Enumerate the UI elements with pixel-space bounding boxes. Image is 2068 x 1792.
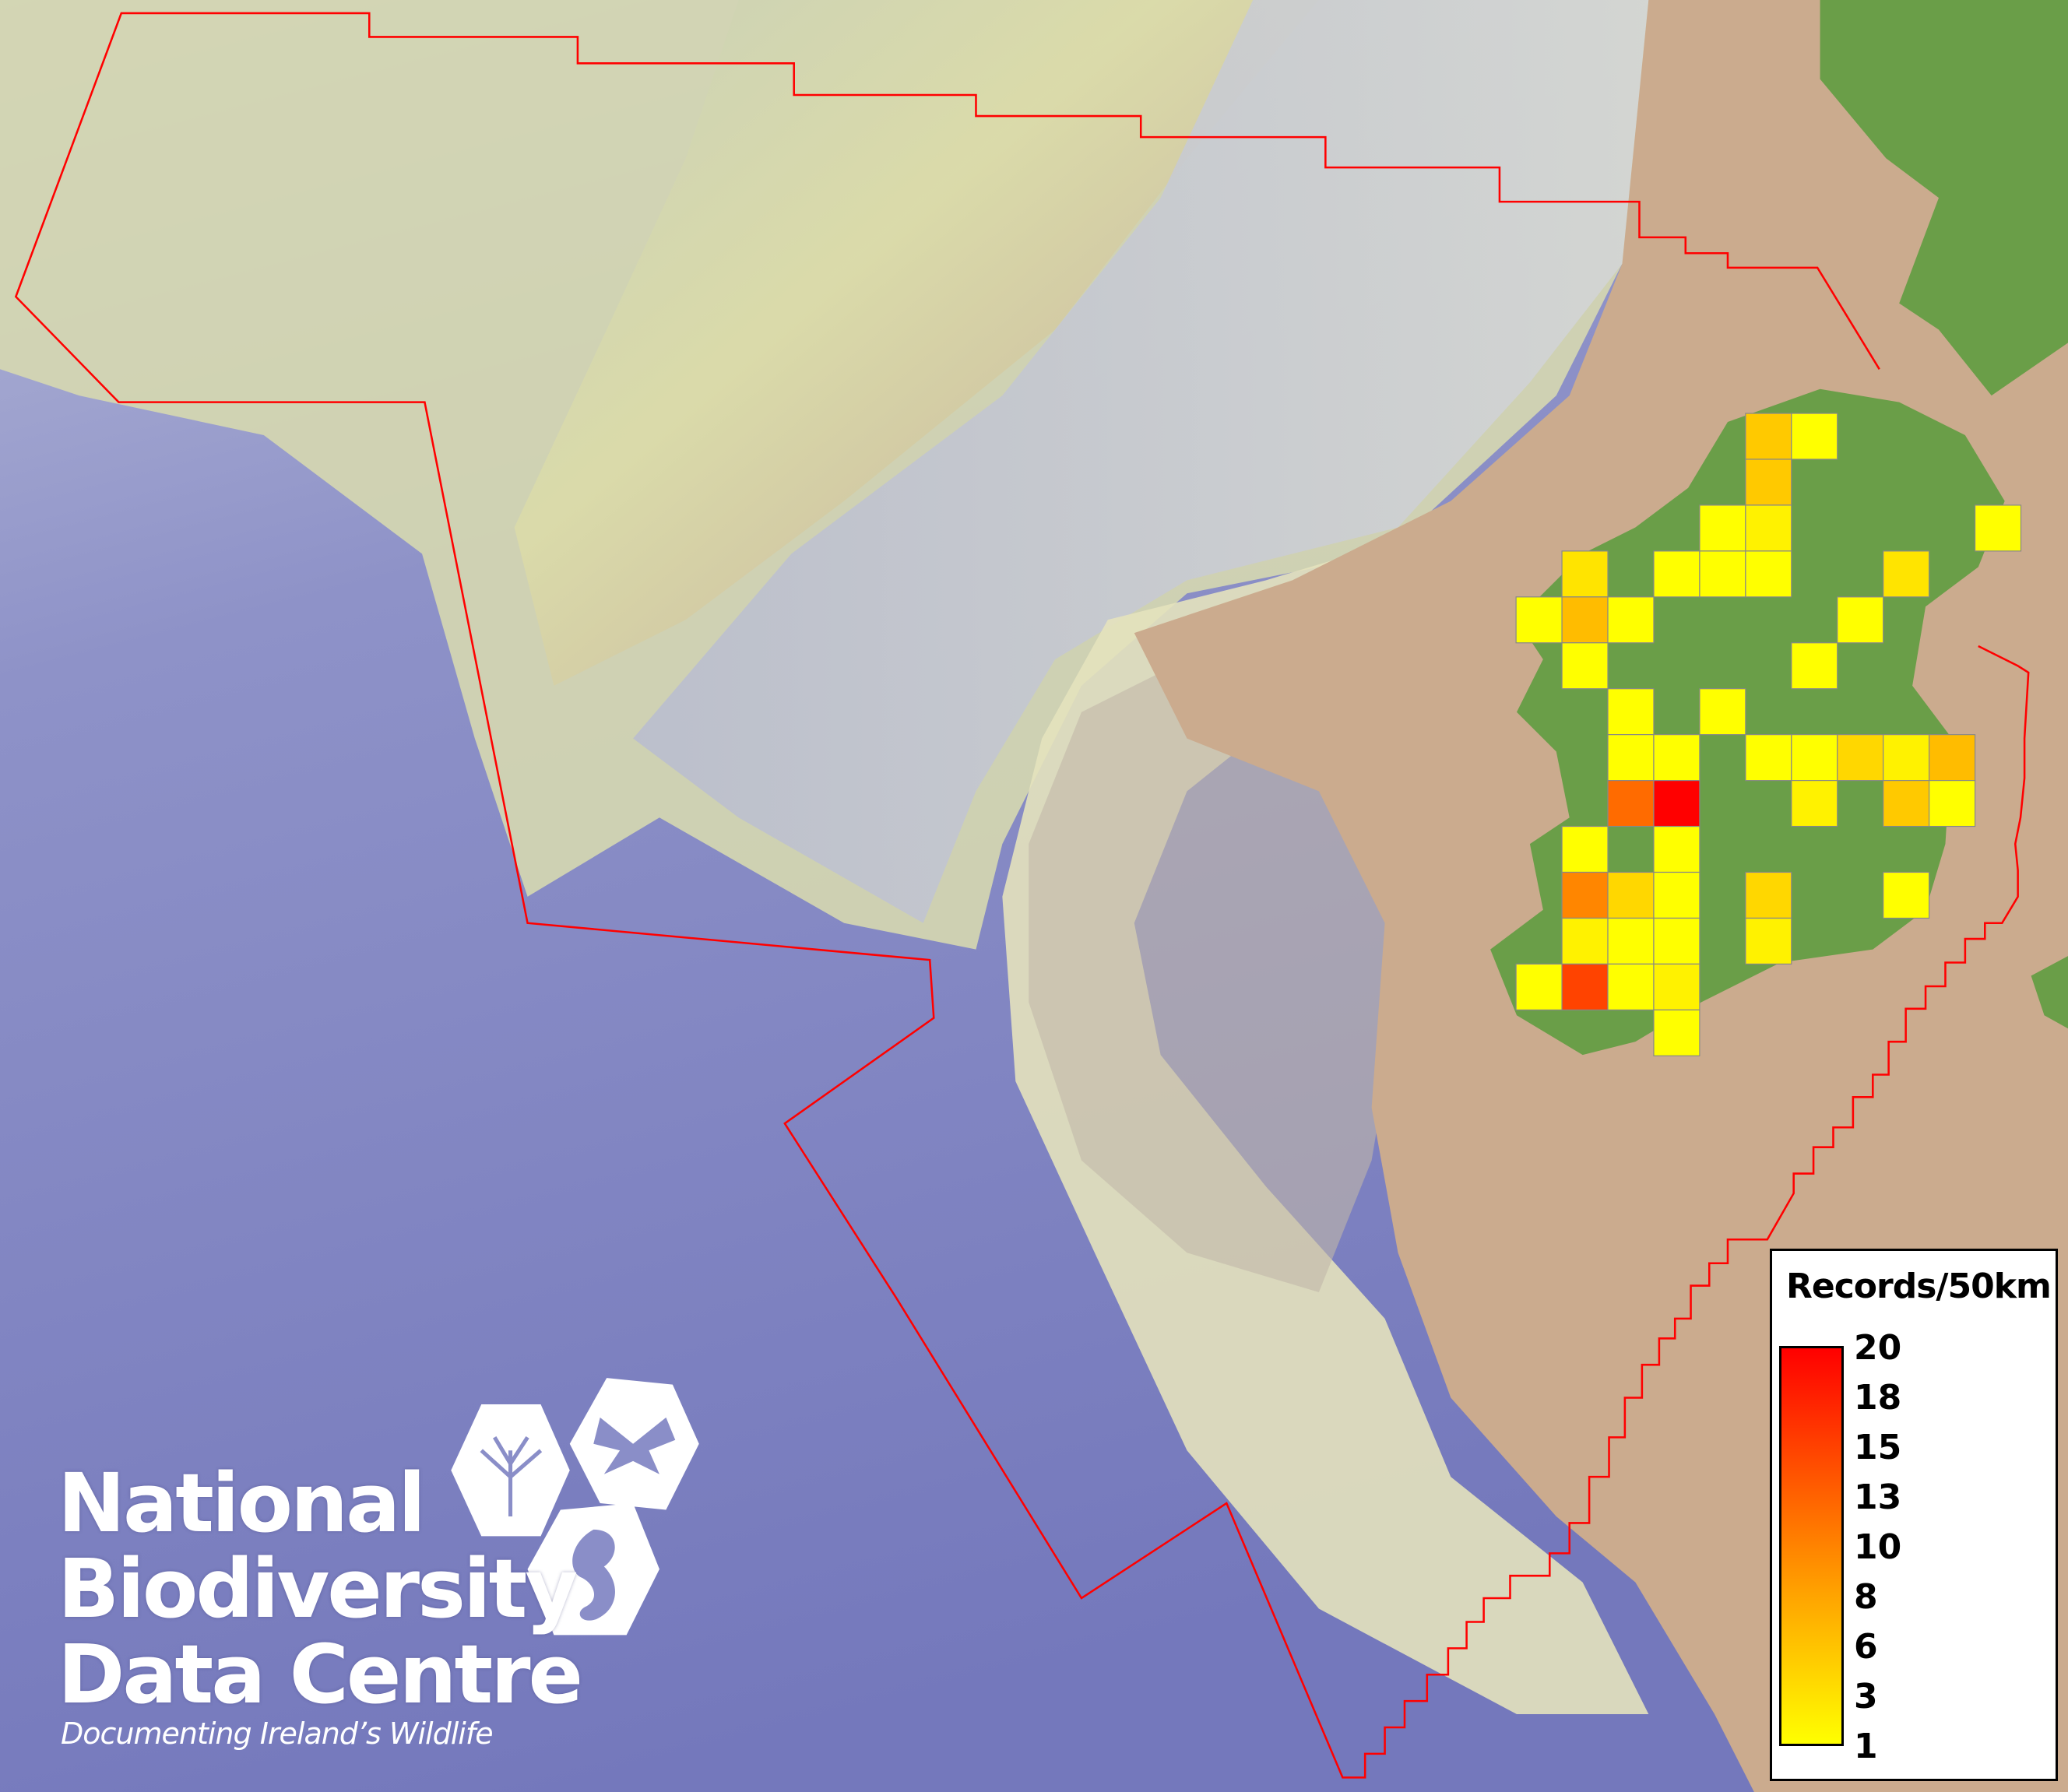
legend-tick-label: 13: [1854, 1478, 1902, 1517]
legend-tick-label: 3: [1854, 1677, 1878, 1716]
wales-land: [2031, 956, 2068, 1029]
grid-cell[interactable]: [1561, 596, 1609, 644]
legend-tick-label: 8: [1854, 1577, 1878, 1617]
grid-cell[interactable]: [1974, 504, 2022, 552]
grid-cell[interactable]: [1607, 963, 1655, 1010]
grid-cell[interactable]: [1883, 780, 1930, 827]
grid-cell[interactable]: [1607, 871, 1655, 919]
shelf-tan: [514, 0, 1319, 686]
grid-cell[interactable]: [1791, 413, 1838, 460]
butterfly-icon: [593, 1417, 676, 1474]
grid-cell[interactable]: [1745, 734, 1792, 782]
grid-cell[interactable]: [1607, 780, 1655, 827]
grid-cell[interactable]: [1837, 596, 1884, 644]
grid-cell[interactable]: [1515, 963, 1563, 1010]
grid-cell[interactable]: [1607, 917, 1655, 965]
grid-cell[interactable]: [1653, 550, 1700, 598]
grid-cell[interactable]: [1791, 780, 1838, 827]
grid-cell[interactable]: [1745, 550, 1792, 598]
grid-cell[interactable]: [1791, 642, 1838, 690]
grid-cell[interactable]: [1653, 1009, 1700, 1056]
eez-boundary: [14, 12, 2030, 1779]
legend-tick-label: 20: [1854, 1328, 1902, 1368]
grid-cell[interactable]: [1791, 734, 1838, 782]
legend-title: Records/50km: [1786, 1267, 2052, 1306]
grid-cell[interactable]: [1653, 825, 1700, 873]
grid-cell[interactable]: [1883, 734, 1930, 782]
legend-tick-label: 18: [1854, 1378, 1902, 1418]
grid-cell[interactable]: [1745, 413, 1792, 460]
grid-cell[interactable]: [1561, 642, 1609, 690]
grid-cell[interactable]: [1607, 688, 1655, 736]
grid-cell[interactable]: [1653, 871, 1700, 919]
grid-cell[interactable]: [1929, 780, 1976, 827]
grid-cell[interactable]: [1561, 550, 1609, 598]
grid-cell[interactable]: [1653, 734, 1700, 782]
grid-cell[interactable]: [1883, 550, 1930, 598]
legend-tick-label: 15: [1854, 1428, 1902, 1467]
grid-cell[interactable]: [1561, 963, 1609, 1010]
grid-cell[interactable]: [1745, 871, 1792, 919]
grid-cell[interactable]: [1561, 825, 1609, 873]
grid-cell[interactable]: [1929, 734, 1976, 782]
grid-cell[interactable]: [1837, 734, 1884, 782]
grid-cell[interactable]: [1515, 596, 1563, 644]
grid-cell[interactable]: [1699, 504, 1746, 552]
legend-colorbar: [1779, 1346, 1844, 1746]
trough: [633, 0, 1649, 923]
logo-line-biodiversity: Biodiversity: [58, 1541, 578, 1636]
logo-line-national: National: [58, 1456, 426, 1551]
grid-cell[interactable]: [1607, 596, 1655, 644]
porcupine-bank: [1029, 659, 1398, 1293]
scotland-land: [1820, 0, 2068, 396]
grid-cell[interactable]: [1653, 917, 1700, 965]
legend-tick-label: 10: [1854, 1527, 1902, 1567]
legend-tick-label: 1: [1854, 1727, 1878, 1766]
logo-emblem: [451, 1378, 699, 1636]
grid-cell[interactable]: [1699, 688, 1746, 736]
tree-icon: [480, 1435, 543, 1516]
legend: Records/50km 20 18 15 13 10 8 6 3 1: [1770, 1249, 2058, 1781]
grid-cell[interactable]: [1607, 734, 1655, 782]
grid-cell[interactable]: [1561, 917, 1609, 965]
grid-cell[interactable]: [1561, 871, 1609, 919]
seahorse-icon: [572, 1529, 615, 1621]
grid-cell[interactable]: [1653, 963, 1700, 1010]
legend-tick-label: 6: [1854, 1627, 1878, 1667]
logo-line-data-centre: Data Centre: [58, 1627, 583, 1722]
records-grid: [1515, 413, 2022, 1056]
grid-cell[interactable]: [1745, 459, 1792, 506]
grid-cell[interactable]: [1883, 871, 1930, 919]
grid-cell[interactable]: [1699, 550, 1746, 598]
logo-tagline: Documenting Ireland’s Wildlife: [61, 1716, 494, 1751]
grid-cell[interactable]: [1653, 780, 1700, 827]
grid-cell[interactable]: [1745, 917, 1792, 965]
grid-cell[interactable]: [1745, 504, 1792, 552]
